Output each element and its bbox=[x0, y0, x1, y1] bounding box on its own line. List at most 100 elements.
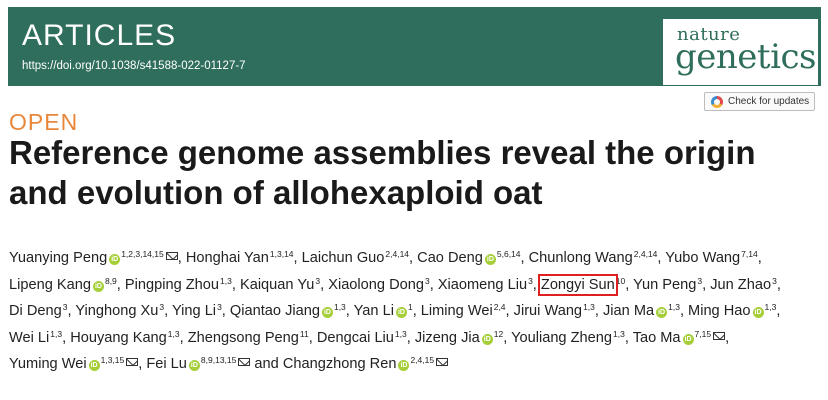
orcid-icon[interactable]: iD bbox=[188, 360, 200, 371]
orcid-icon[interactable]: iD bbox=[752, 307, 764, 318]
doi-link[interactable]: https://doi.org/10.1038/s41588-022-01127… bbox=[22, 60, 246, 72]
author-name[interactable]: Jirui Wang bbox=[513, 303, 583, 319]
affiliation-superscript[interactable]: 1,2,3,14,15 bbox=[121, 249, 164, 259]
email-icon[interactable] bbox=[126, 358, 139, 366]
author-name[interactable]: Wei Li bbox=[9, 329, 50, 346]
author-name[interactable]: Jizeng Jia bbox=[414, 329, 480, 346]
author-entry: Houyang Kang1,3 bbox=[70, 328, 180, 346]
author-name[interactable]: Yuming Wei bbox=[9, 356, 87, 372]
affiliation-superscript[interactable]: 8,9 bbox=[104, 275, 117, 286]
author-name[interactable]: Jian Ma bbox=[603, 303, 655, 319]
check-for-updates-button[interactable]: Check for updates bbox=[704, 92, 815, 111]
orcid-icon[interactable]: iD bbox=[398, 360, 410, 371]
affiliation-superscript[interactable]: 3 bbox=[697, 275, 703, 286]
affiliation-superscript[interactable]: 1,3 bbox=[333, 302, 346, 312]
email-icon[interactable] bbox=[238, 358, 251, 366]
author-name[interactable]: Fei Lu bbox=[146, 356, 187, 372]
author-name[interactable]: Yubo Wang bbox=[665, 250, 741, 266]
affiliation-superscript[interactable]: 2,4,15 bbox=[410, 355, 435, 365]
affiliation-superscript[interactable]: 3 bbox=[217, 302, 222, 312]
affiliation-superscript[interactable]: 1,3 bbox=[394, 328, 407, 339]
orcid-icon[interactable]: iD bbox=[682, 333, 694, 345]
affiliation-superscript[interactable]: 2,4,14 bbox=[385, 249, 410, 259]
orcid-icon[interactable]: iD bbox=[481, 333, 493, 345]
logo-nature-text: nature bbox=[677, 24, 741, 45]
author-name[interactable]: Zhengsong Peng bbox=[187, 329, 299, 346]
author-name[interactable]: Ying Li bbox=[171, 303, 217, 319]
author-name[interactable]: Liming Wei bbox=[420, 303, 493, 319]
author-name[interactable]: Di Deng bbox=[9, 303, 62, 319]
affiliation-superscript[interactable]: 8,9,13,15 bbox=[200, 355, 237, 365]
email-icon[interactable] bbox=[436, 358, 449, 366]
affiliation-superscript[interactable]: 1,3 bbox=[167, 328, 180, 339]
author-name[interactable]: Qiantao Jiang bbox=[229, 303, 320, 319]
affiliation-superscript[interactable]: 12 bbox=[493, 328, 504, 339]
affiliation-superscript[interactable]: 5,6,14 bbox=[496, 249, 521, 259]
author-entry: Changzhong Ren iD2,4,15 bbox=[282, 355, 449, 372]
affiliation-superscript[interactable]: 3 bbox=[424, 275, 430, 286]
orcid-icon[interactable]: iD bbox=[109, 254, 121, 265]
orcid-icon[interactable]: iD bbox=[484, 254, 496, 265]
affiliation-superscript[interactable]: 1,3 bbox=[220, 275, 232, 286]
author-entry: Kaiquan Yu3 bbox=[239, 275, 321, 293]
journal-banner: ARTICLES https://doi.org/10.1038/s41588-… bbox=[8, 7, 821, 86]
affiliation-superscript[interactable]: 3 bbox=[315, 275, 321, 286]
author-name[interactable]: Laichun Guo bbox=[301, 250, 385, 266]
author-name[interactable]: Xiaolong Dong bbox=[328, 276, 424, 293]
author-entry: Jun Zhao3 bbox=[710, 275, 777, 293]
orcid-icon[interactable]: iD bbox=[92, 280, 104, 292]
affiliation-superscript[interactable]: 2,4,14 bbox=[633, 249, 658, 259]
email-icon[interactable] bbox=[165, 252, 178, 260]
affiliation-superscript[interactable]: 1,3,14 bbox=[269, 249, 294, 259]
author-name[interactable]: Yan Li bbox=[353, 303, 394, 319]
affiliation-superscript[interactable]: 1,3 bbox=[668, 302, 680, 312]
author-name[interactable]: Honghai Yan bbox=[185, 250, 269, 266]
author-name[interactable]: Ming Hao bbox=[688, 303, 751, 319]
journal-logo[interactable]: nature genetics bbox=[663, 19, 818, 85]
affiliation-superscript[interactable]: 3 bbox=[62, 302, 68, 312]
author-name[interactable]: Houyang Kang bbox=[70, 329, 167, 346]
author-name[interactable]: Lipeng Kang bbox=[9, 276, 91, 293]
author-name[interactable]: Pingping Zhou bbox=[124, 276, 220, 293]
affiliation-superscript[interactable]: 11 bbox=[299, 328, 309, 339]
affiliation-superscript[interactable]: 1,3,15 bbox=[100, 355, 125, 365]
orcid-icon[interactable]: iD bbox=[88, 360, 100, 371]
affiliation-superscript[interactable]: 1,3 bbox=[583, 302, 595, 312]
affiliation-superscript[interactable]: 7,14 bbox=[741, 249, 758, 259]
affiliation-superscript[interactable]: 1,3 bbox=[764, 302, 777, 312]
author-name[interactable]: Yun Peng bbox=[633, 276, 697, 293]
author-name[interactable]: Chunlong Wang bbox=[528, 250, 633, 266]
affiliation-superscript[interactable]: 1,3 bbox=[50, 328, 63, 339]
author-name[interactable]: Cao Deng bbox=[417, 250, 483, 266]
affiliation-superscript[interactable]: 10 bbox=[615, 275, 626, 286]
author-name[interactable]: Changzhong Ren bbox=[282, 356, 397, 372]
author-entry: Yinghong Xu3 bbox=[75, 302, 165, 319]
affiliation-superscript[interactable]: 3 bbox=[528, 275, 533, 286]
affiliation-superscript[interactable]: 1 bbox=[407, 302, 413, 312]
logo-genetics-text: genetics bbox=[675, 37, 816, 77]
author-name[interactable]: Yuanying Peng bbox=[9, 250, 108, 266]
affiliation-superscript[interactable]: 2,4 bbox=[493, 302, 506, 312]
author-name[interactable]: Tao Ma bbox=[632, 329, 681, 346]
affiliation-superscript[interactable]: 3 bbox=[159, 302, 165, 312]
author-entry: Zhengsong Peng11 bbox=[187, 328, 309, 346]
affiliation-superscript[interactable]: 7,15 bbox=[694, 328, 712, 339]
affiliation-superscript[interactable]: 3 bbox=[772, 275, 777, 286]
orcid-icon[interactable]: iD bbox=[395, 307, 407, 318]
author-name[interactable]: Kaiquan Yu bbox=[239, 276, 315, 293]
author-entry: Wei Li1,3 bbox=[9, 328, 63, 346]
author-entry: Youliang Zheng1,3 bbox=[511, 328, 625, 346]
author-name[interactable]: Yinghong Xu bbox=[75, 303, 159, 319]
author-name-highlighted[interactable]: Zongyi Sun bbox=[537, 273, 618, 296]
author-name[interactable]: Youliang Zheng bbox=[511, 329, 612, 346]
orcid-icon[interactable]: iD bbox=[656, 307, 668, 318]
author-name[interactable]: Xiaomeng Liu bbox=[437, 276, 528, 293]
author-name[interactable]: Jun Zhao bbox=[710, 276, 772, 293]
email-icon[interactable] bbox=[713, 331, 726, 340]
author-entry: Yuming Wei iD1,3,15 bbox=[9, 355, 139, 372]
article-title: Reference genome assemblies reveal the o… bbox=[9, 133, 809, 213]
affiliation-superscript[interactable]: 1,3 bbox=[613, 328, 625, 339]
orcid-icon[interactable]: iD bbox=[321, 307, 333, 318]
author-name[interactable]: Dengcai Liu bbox=[316, 329, 394, 346]
crossmark-icon bbox=[711, 95, 723, 108]
